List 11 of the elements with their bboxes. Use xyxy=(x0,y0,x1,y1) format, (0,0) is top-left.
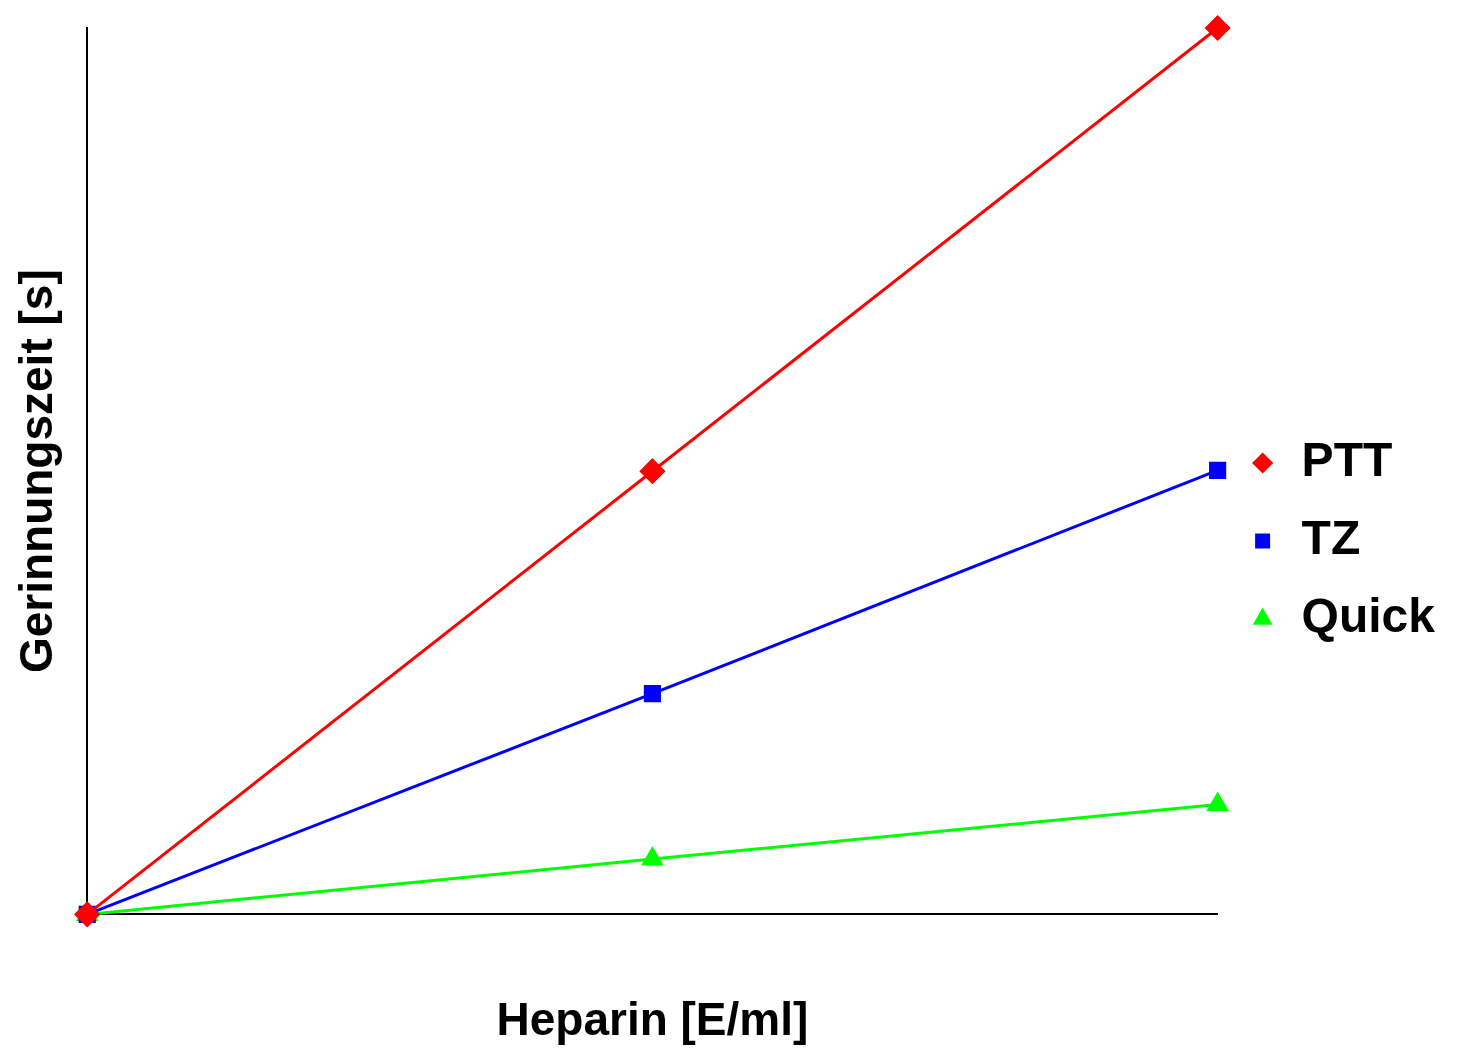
point xyxy=(642,847,663,866)
legend-label: Quick xyxy=(1301,589,1436,643)
x-axis-title: Heparin [E/ml] xyxy=(496,993,809,1046)
legend-label: PTT xyxy=(1301,433,1393,487)
point xyxy=(1205,15,1231,41)
point xyxy=(639,458,665,484)
y-axis-title: Gerinnungszeit [s] xyxy=(10,269,63,674)
point xyxy=(74,901,100,927)
legend-label: TZ xyxy=(1301,511,1361,565)
point xyxy=(643,685,661,703)
point xyxy=(1209,461,1227,479)
